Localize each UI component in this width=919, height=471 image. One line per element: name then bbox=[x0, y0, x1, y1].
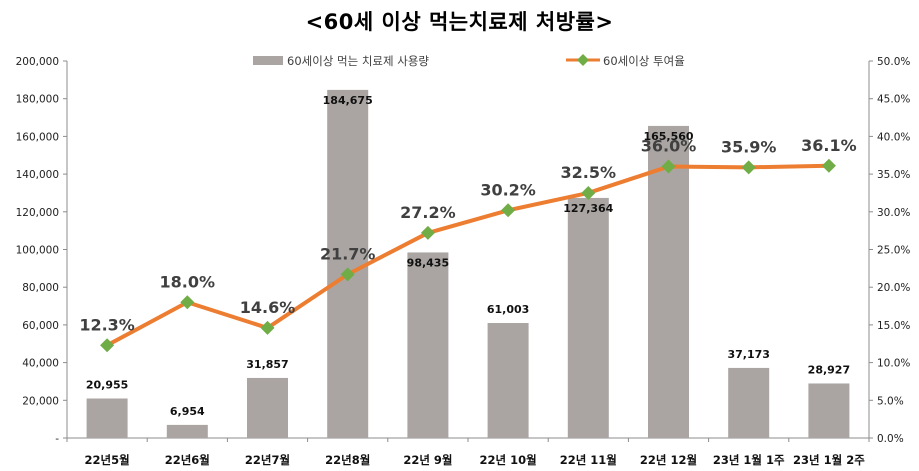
bar bbox=[327, 89, 369, 438]
rate-value-label: 14.6% bbox=[240, 298, 296, 317]
x-tick-label: 22년 9월 bbox=[403, 453, 452, 467]
right-tick-label: 45.0% bbox=[877, 94, 910, 106]
left-tick-label: 20,000 bbox=[22, 395, 59, 407]
legend-line-label: 60세이상 투여율 bbox=[603, 54, 685, 68]
bar bbox=[808, 383, 850, 438]
rate-value-label: 36.1% bbox=[801, 136, 857, 155]
right-tick-label: 30.0% bbox=[877, 207, 910, 219]
left-tick-label: 180,000 bbox=[16, 94, 59, 106]
bar bbox=[247, 377, 288, 438]
x-tick-label: 22년 12월 bbox=[640, 453, 697, 467]
rate-line bbox=[106, 163, 829, 348]
right-tick-label: 5.0% bbox=[877, 395, 904, 407]
right-tick-label: 10.0% bbox=[877, 358, 910, 370]
x-tick-label: 22년5월 bbox=[85, 453, 130, 467]
bar bbox=[166, 424, 208, 438]
left-tick-label: 140,000 bbox=[16, 169, 59, 181]
pct-labels-group: 12.3% 18.0% 14.6% 21.7% 27.2% 30.2% 32.5% 36.0%… bbox=[79, 136, 856, 334]
rate-marker bbox=[661, 159, 676, 174]
left-tick-label: 100,000 bbox=[16, 245, 59, 257]
right-tick-label: 25.0% bbox=[877, 245, 910, 257]
x-tick-label: 22년 11월 bbox=[560, 453, 617, 467]
right-tick-label: 0.0% bbox=[877, 433, 904, 445]
bar bbox=[407, 252, 449, 438]
bar-value-label: 127,364 bbox=[563, 202, 613, 215]
x-tick-label: 22년 10월 bbox=[480, 453, 537, 467]
legend-bar-swatch bbox=[253, 56, 283, 65]
right-tick-label: 35.0% bbox=[877, 169, 910, 181]
rate-value-label: 21.7% bbox=[320, 244, 376, 263]
legend-line-marker bbox=[577, 54, 589, 66]
rate-marker bbox=[581, 185, 596, 200]
bar bbox=[86, 398, 128, 438]
right-tick-label: 20.0% bbox=[877, 282, 910, 294]
x-tick-label: 23년 1월 2주 bbox=[793, 453, 865, 467]
bar-value-label: 20,955 bbox=[86, 378, 128, 391]
left-tick-label: 80,000 bbox=[22, 282, 59, 294]
x-tick-label: 22년8월 bbox=[325, 453, 370, 467]
bar-value-label: 31,857 bbox=[246, 358, 288, 371]
left-tick-label: 120,000 bbox=[16, 207, 59, 219]
rate-marker bbox=[100, 338, 115, 353]
rate-marker bbox=[180, 295, 195, 310]
bar-value-label: 37,173 bbox=[727, 348, 769, 361]
rate-value-label: 36.0% bbox=[641, 137, 697, 156]
left-tick-label: - bbox=[55, 433, 59, 445]
bar-value-label: 61,003 bbox=[487, 303, 529, 316]
bar-value-label: 98,435 bbox=[407, 256, 449, 269]
rate-value-label: 30.2% bbox=[480, 180, 536, 199]
legend-group: 60세이상 먹는 치료제 사용량 60세이상 투여율 bbox=[253, 54, 685, 68]
rate-value-label: 27.2% bbox=[400, 203, 456, 222]
bar-value-label: 184,675 bbox=[323, 94, 373, 107]
x-tick-label: 22년7월 bbox=[245, 453, 290, 467]
chart-title: <60세 이상 먹는치료제 처방률> bbox=[305, 10, 614, 34]
left-tick-label: 60,000 bbox=[22, 320, 59, 332]
left-tick-label: 160,000 bbox=[16, 131, 59, 143]
rate-marker bbox=[260, 320, 275, 335]
bar bbox=[648, 125, 689, 438]
bars-group bbox=[86, 89, 850, 438]
right-tick-label: 50.0% bbox=[877, 56, 910, 68]
x-tick-label: 22년6월 bbox=[165, 453, 210, 467]
rate-value-label: 18.0% bbox=[160, 272, 216, 291]
rate-value-label: 32.5% bbox=[561, 163, 617, 182]
rate-marker bbox=[821, 158, 836, 173]
rate-marker bbox=[741, 160, 756, 175]
legend-bar-label: 60세이상 먹는 치료제 사용량 bbox=[287, 54, 429, 68]
bar bbox=[487, 323, 529, 438]
rate-value-label: 35.9% bbox=[721, 137, 777, 156]
bar-labels-group: 20,955 6,954 31,857 184,675 98,435 61,003 127,… bbox=[86, 94, 850, 418]
left-tick-label: 40,000 bbox=[22, 358, 59, 370]
left-tick-label: 200,000 bbox=[16, 56, 59, 68]
bar-value-label: 6,954 bbox=[170, 405, 205, 418]
rate-marker bbox=[420, 225, 435, 240]
bar-value-label: 165,560 bbox=[643, 130, 693, 143]
bar-value-label: 28,927 bbox=[808, 363, 850, 376]
rate-marker bbox=[501, 203, 516, 218]
bar bbox=[567, 197, 609, 438]
rate-marker bbox=[340, 267, 355, 282]
bar bbox=[728, 367, 770, 438]
x-tick-label: 23년 1월 1주 bbox=[713, 453, 785, 467]
right-tick-label: 15.0% bbox=[877, 320, 910, 332]
right-tick-label: 40.0% bbox=[877, 131, 910, 143]
axes-group: - 20,000 40,000 60,000 80,000 100,000 120,000 1… bbox=[16, 56, 911, 467]
line-group bbox=[100, 158, 836, 353]
rate-value-label: 12.3% bbox=[79, 315, 135, 334]
